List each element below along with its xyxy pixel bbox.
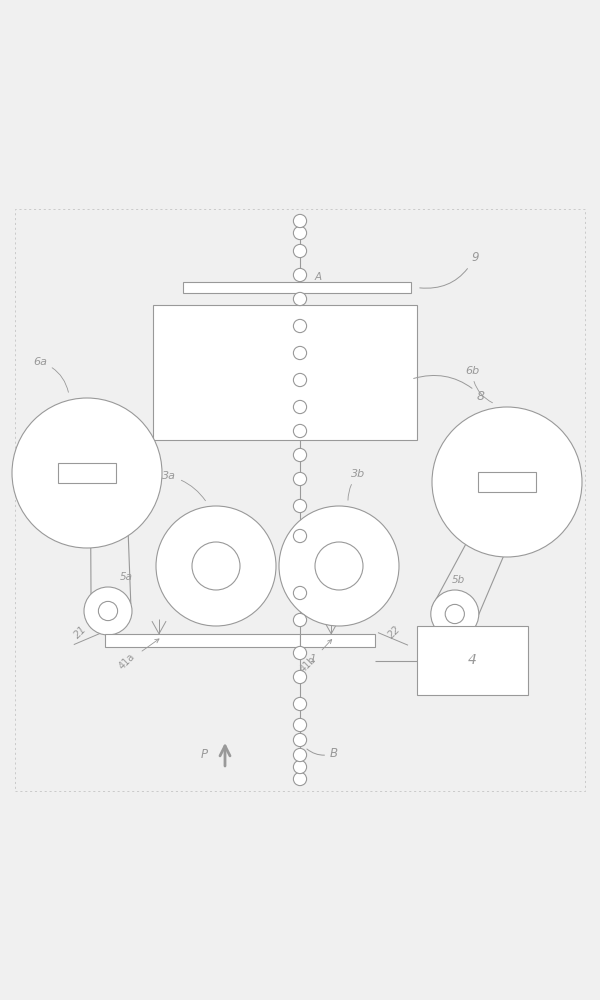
Text: 41a: 41a — [117, 639, 159, 672]
Circle shape — [293, 472, 307, 486]
Text: 3a: 3a — [162, 471, 205, 501]
Circle shape — [431, 590, 479, 638]
Text: 9: 9 — [420, 251, 479, 288]
Text: 6b: 6b — [465, 366, 493, 403]
Circle shape — [293, 319, 307, 333]
Text: 22: 22 — [386, 624, 402, 640]
Text: 1: 1 — [309, 654, 316, 664]
Circle shape — [192, 542, 240, 590]
Circle shape — [293, 448, 307, 462]
Bar — [478, 472, 536, 492]
Circle shape — [293, 697, 307, 711]
Circle shape — [98, 601, 118, 621]
Circle shape — [293, 400, 307, 414]
Text: 8: 8 — [413, 375, 485, 402]
Text: 4: 4 — [468, 654, 477, 668]
Circle shape — [293, 346, 307, 360]
Circle shape — [12, 398, 162, 548]
Bar — [58, 463, 116, 483]
Text: 41b: 41b — [298, 640, 332, 675]
Circle shape — [293, 214, 307, 228]
Text: 5a: 5a — [120, 572, 133, 582]
Text: 3b: 3b — [348, 469, 365, 500]
Circle shape — [293, 292, 307, 306]
Text: 21: 21 — [72, 624, 88, 640]
Circle shape — [279, 506, 399, 626]
Circle shape — [293, 586, 307, 600]
Circle shape — [293, 718, 307, 732]
Circle shape — [293, 646, 307, 660]
Circle shape — [293, 760, 307, 774]
Text: P: P — [201, 748, 208, 761]
Circle shape — [293, 244, 307, 258]
Circle shape — [293, 772, 307, 786]
Circle shape — [445, 604, 464, 624]
Text: A: A — [315, 272, 322, 282]
Circle shape — [293, 529, 307, 543]
Circle shape — [156, 506, 276, 626]
Circle shape — [84, 587, 132, 635]
Bar — [417, 626, 528, 695]
Circle shape — [293, 499, 307, 513]
Circle shape — [293, 613, 307, 627]
Circle shape — [293, 670, 307, 684]
Circle shape — [293, 268, 307, 282]
Circle shape — [293, 226, 307, 240]
Bar — [153, 305, 417, 440]
Circle shape — [432, 407, 582, 557]
Bar — [300, 634, 375, 647]
Text: 5b: 5b — [452, 575, 465, 585]
Circle shape — [315, 542, 363, 590]
Circle shape — [293, 373, 307, 387]
Circle shape — [293, 748, 307, 762]
Text: B: B — [307, 747, 338, 760]
Bar — [105, 634, 300, 647]
Bar — [183, 282, 411, 293]
Circle shape — [293, 733, 307, 747]
Circle shape — [293, 424, 307, 438]
Text: 6a: 6a — [33, 357, 68, 392]
